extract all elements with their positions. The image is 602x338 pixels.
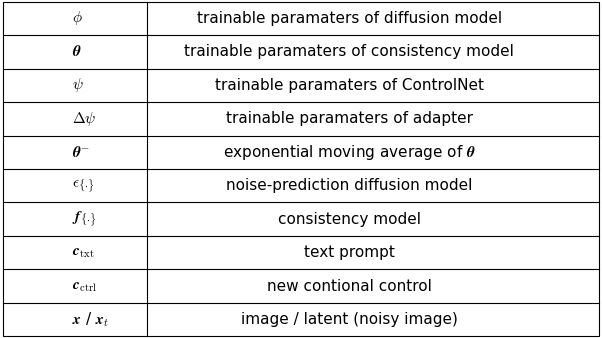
Text: new contional control: new contional control bbox=[267, 279, 432, 294]
Text: $\psi$: $\psi$ bbox=[72, 76, 84, 94]
Text: $\boldsymbol{f}_{\{\cdot\}}$: $\boldsymbol{f}_{\{\cdot\}}$ bbox=[72, 209, 97, 229]
Text: $\boldsymbol{\theta}$: $\boldsymbol{\theta}$ bbox=[72, 44, 82, 59]
Text: $\boldsymbol{x}$ / $\boldsymbol{x}_{t}$: $\boldsymbol{x}$ / $\boldsymbol{x}_{t}$ bbox=[72, 310, 109, 329]
Text: trainable paramaters of diffusion model: trainable paramaters of diffusion model bbox=[197, 11, 501, 26]
Text: noise-prediction diffusion model: noise-prediction diffusion model bbox=[226, 178, 473, 193]
Text: $\boldsymbol{\Delta}\psi$: $\boldsymbol{\Delta}\psi$ bbox=[72, 110, 96, 128]
Text: trainable paramaters of ControlNet: trainable paramaters of ControlNet bbox=[215, 78, 483, 93]
Text: trainable paramaters of consistency model: trainable paramaters of consistency mode… bbox=[184, 44, 514, 59]
Text: text prompt: text prompt bbox=[304, 245, 394, 260]
Text: trainable paramaters of adapter: trainable paramaters of adapter bbox=[226, 111, 473, 126]
Text: $\boldsymbol{c}_{\mathrm{ctrl}}$: $\boldsymbol{c}_{\mathrm{ctrl}}$ bbox=[72, 279, 98, 294]
Text: $\epsilon_{\{\cdot\}}$: $\epsilon_{\{\cdot\}}$ bbox=[72, 177, 95, 195]
Text: exponential moving average of $\boldsymbol{\theta}$: exponential moving average of $\boldsymb… bbox=[223, 143, 476, 162]
Text: $\boldsymbol{\theta}^{-}$: $\boldsymbol{\theta}^{-}$ bbox=[72, 145, 90, 160]
Text: consistency model: consistency model bbox=[278, 212, 421, 227]
Text: $\phi$: $\phi$ bbox=[72, 9, 83, 27]
Text: image / latent (noisy image): image / latent (noisy image) bbox=[241, 312, 458, 327]
Text: $\boldsymbol{c}_{\mathrm{txt}}$: $\boldsymbol{c}_{\mathrm{txt}}$ bbox=[72, 245, 95, 260]
